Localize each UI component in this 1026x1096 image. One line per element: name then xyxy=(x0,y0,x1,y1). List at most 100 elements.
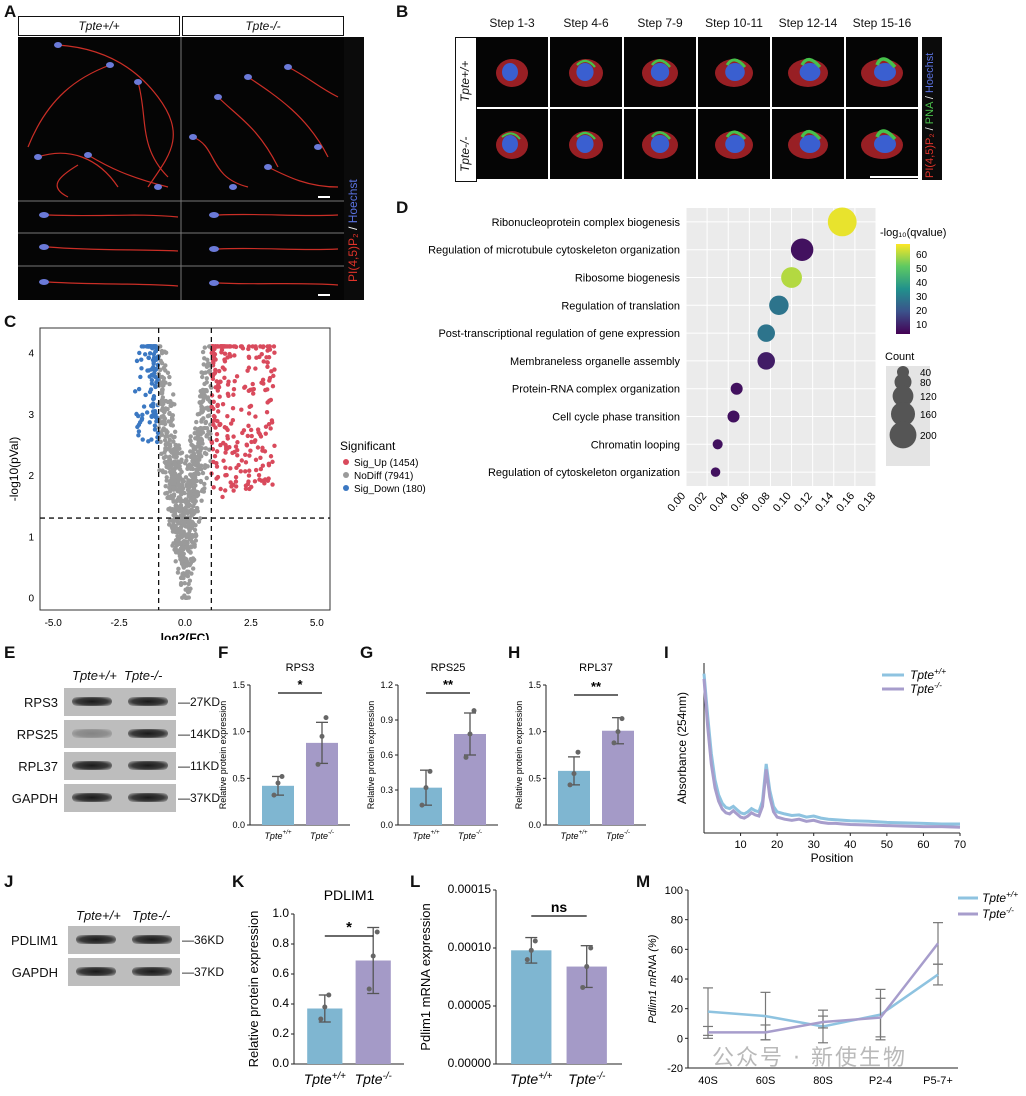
panel-c-point xyxy=(233,484,239,489)
panel-c-point xyxy=(161,383,166,388)
panel-j-ko-header: Tpte-/- xyxy=(132,908,170,923)
panel-b-acrosome xyxy=(650,59,671,68)
panel-b-cell-svg xyxy=(642,131,678,159)
panel-g-datapoint xyxy=(463,754,469,760)
panel-e-protein-label: RPS3 xyxy=(24,695,58,710)
panel-c-point xyxy=(194,444,200,449)
panel-c-point xyxy=(138,374,143,380)
panel-c-point xyxy=(154,380,159,385)
panel-c-point xyxy=(168,459,173,464)
panel-b-nucleus xyxy=(799,135,821,153)
panel-d-bubble-chart: Ribonucleoprotein complex biogenesis Regu… xyxy=(428,207,946,514)
panel-c-point xyxy=(233,479,239,484)
panel-c-point xyxy=(232,449,237,455)
panel-a-sperm-image xyxy=(18,37,344,300)
panel-b-acrosome xyxy=(501,132,521,140)
panel-c-point xyxy=(225,391,231,397)
panel-b-stain-blue: Hoechst xyxy=(924,52,936,94)
panel-c-point xyxy=(165,434,170,439)
panel-c-point xyxy=(197,452,203,457)
panel-c-point xyxy=(153,383,158,388)
panel-c-point xyxy=(161,419,167,424)
panel-c-point xyxy=(177,467,183,472)
panel-k-datapoint xyxy=(370,953,376,959)
panel-c-point xyxy=(137,420,143,425)
panel-c-point xyxy=(222,367,227,372)
panel-l-xtick-sup: +/+ xyxy=(538,1071,552,1082)
panel-c-point xyxy=(264,409,270,415)
panel-c-point xyxy=(181,571,186,576)
panel-l-xtick: Tpte+/+ xyxy=(510,1071,552,1087)
panel-g-xtick-base: Tpte xyxy=(412,831,430,841)
panel-g-sig-label: ** xyxy=(443,677,454,692)
panel-d-bubble xyxy=(757,352,775,370)
panel-c-point xyxy=(184,454,189,459)
panel-c-point xyxy=(272,443,277,448)
panel-c-legend-dot xyxy=(343,472,349,478)
panel-c-point xyxy=(147,389,153,395)
panel-c-point xyxy=(264,355,269,360)
panel-c-point xyxy=(183,475,189,480)
panel-c-point xyxy=(268,426,273,431)
panel-c-point xyxy=(187,578,193,583)
panel-c-point xyxy=(260,463,266,468)
panel-g-datapoint xyxy=(423,785,429,791)
panel-l-xtick-sup: -/- xyxy=(596,1071,606,1082)
panel-c-point xyxy=(203,370,208,375)
panel-k-datapoint xyxy=(366,986,372,992)
panel-h-xtick-sup: -/- xyxy=(624,829,630,836)
panel-c-legend-entry: NoDiff (7941) xyxy=(354,471,413,482)
panel-j-protein-label: GAPDH xyxy=(11,965,58,980)
panel-l-xtick-base: Tpte xyxy=(510,1071,538,1087)
watermark: 公众号 · 新使生物 xyxy=(712,1046,907,1071)
panel-b-cell-svg xyxy=(569,59,603,87)
panel-i-ylabel: Absorbance (254nm) xyxy=(675,692,689,804)
panel-c-point xyxy=(271,344,277,349)
panel-f-xtick-sup: -/- xyxy=(328,829,334,836)
panel-c-point xyxy=(205,413,211,419)
panel-d-colorbar-title: -log₁₀(qvalue) xyxy=(880,227,946,239)
panel-c-point xyxy=(159,431,164,436)
panel-d-size-tick: 120 xyxy=(920,392,937,403)
panel-f-datapoint xyxy=(279,773,285,779)
panel-c-point xyxy=(248,427,254,433)
panel-b-cell-svg xyxy=(496,59,528,87)
panel-c-point xyxy=(202,389,207,395)
panel-c-point xyxy=(174,463,179,468)
panel-c-point xyxy=(182,510,187,515)
panel-j-blot-strip xyxy=(68,958,180,986)
panel-c-point xyxy=(233,474,239,480)
panel-c-point xyxy=(207,368,213,373)
panel-e-band xyxy=(72,729,112,738)
panel-c-point xyxy=(184,499,189,504)
panel-c-point xyxy=(163,406,168,411)
panel-b-acrosome xyxy=(800,129,822,141)
panel-d-bubble xyxy=(727,410,740,423)
panel-d-xtick: 0.14 xyxy=(813,490,836,514)
panel-g-xtick-sup: +/+ xyxy=(430,829,439,836)
panel-f-datapoint xyxy=(275,780,281,786)
panel-c-point xyxy=(169,480,174,486)
panel-c-point xyxy=(177,475,183,480)
panel-c-point xyxy=(154,419,159,424)
panel-b-stain-red: PI(4,5)P₂ xyxy=(924,133,936,178)
panel-c-point xyxy=(192,533,197,538)
panel-c-point xyxy=(240,430,245,436)
panel-c-point xyxy=(217,422,223,428)
panel-c-point xyxy=(187,537,193,542)
panel-c-point xyxy=(186,522,191,527)
panel-c-point xyxy=(204,376,209,381)
panel-d-xtick: 0.10 xyxy=(771,490,794,514)
panel-c-point xyxy=(167,522,172,527)
panel-l-ytick: 0.00000 xyxy=(448,1056,492,1070)
panel-c-point xyxy=(216,385,222,390)
panel-c-point xyxy=(229,484,234,489)
panel-b-nucleus xyxy=(799,63,821,81)
panel-l-bar xyxy=(511,950,552,1064)
panel-h-bar xyxy=(602,730,634,825)
panel-c-point xyxy=(211,413,217,419)
panel-b-stain-strip xyxy=(922,37,942,180)
panel-c-point xyxy=(198,445,203,451)
panel-d-xtick: 0.00 xyxy=(665,490,688,514)
panel-c-point xyxy=(222,357,227,362)
